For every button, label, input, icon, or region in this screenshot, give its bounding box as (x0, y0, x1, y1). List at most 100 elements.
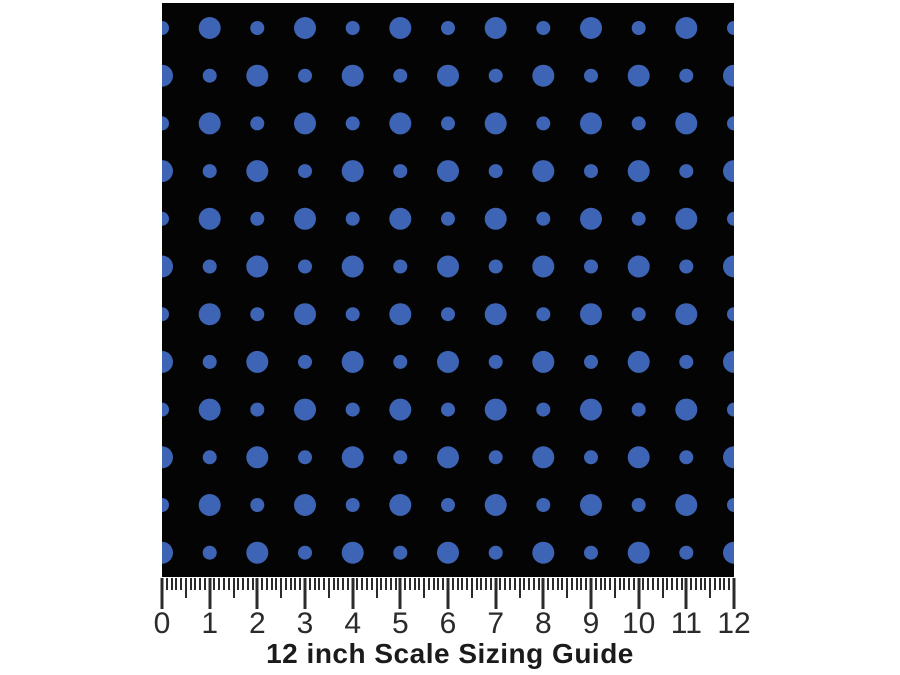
polka-dot (341, 446, 364, 469)
polka-dot (627, 350, 650, 373)
polka-dot (162, 307, 169, 322)
ruler-numbers: 0 1 2 3 4 5 6 7 8 9 10 11 12 (154, 607, 751, 640)
ruler-tick (713, 578, 716, 590)
polka-dot (679, 545, 694, 560)
ruler-tick (513, 578, 516, 590)
ruler-tick (394, 578, 397, 590)
ruler-tick (723, 578, 726, 590)
ruler-tick (289, 578, 292, 590)
ruler-tick (170, 578, 173, 590)
polka-dot (162, 21, 169, 35)
polka-dot (488, 68, 503, 83)
ruler-tick (446, 578, 450, 609)
polka-dot (298, 545, 312, 560)
polka-dot (393, 259, 408, 274)
ruler-tick (327, 578, 330, 598)
polka-dot (341, 64, 364, 87)
ruler-tick (251, 578, 254, 590)
polka-dot (727, 116, 734, 131)
polka-dot (532, 541, 555, 564)
polka-dot (341, 160, 364, 183)
ruler-number: 12 (717, 607, 751, 640)
polka-dot (727, 211, 734, 226)
polka-dot (393, 354, 408, 369)
ruler-tick (651, 578, 654, 590)
ruler-tick (480, 578, 483, 590)
ruler-number: 6 (439, 607, 457, 640)
ruler-tick (404, 578, 407, 590)
polka-dot (393, 68, 408, 83)
ruler-tick (575, 578, 578, 590)
ruler-tick (222, 578, 225, 590)
ruler-tick (656, 578, 659, 590)
polka-dot (162, 350, 173, 373)
polka-dot (484, 112, 507, 135)
ruler-tick (308, 578, 311, 590)
polka-dot (441, 21, 455, 35)
polka-dot (484, 398, 507, 421)
polka-dot (488, 354, 503, 369)
polka-dot (250, 116, 265, 131)
polka-dot (580, 207, 602, 230)
ruler-tick (213, 578, 216, 590)
polka-dot (162, 255, 173, 278)
polka-dot (198, 303, 221, 326)
polka-dot (294, 494, 316, 516)
ruler-tick (451, 578, 454, 590)
polka-dot (162, 211, 169, 226)
polka-dot (675, 207, 698, 230)
polka-dot (580, 17, 602, 39)
ruler-tick (485, 578, 488, 590)
ruler-tick (570, 578, 573, 590)
ruler-tick (566, 578, 569, 598)
polka-dot (246, 350, 269, 373)
polka-dot (345, 116, 360, 131)
ruler-tick (303, 578, 307, 609)
ruler-tick (337, 578, 340, 590)
ruler-tick (628, 578, 631, 590)
ruler-tick (580, 578, 583, 590)
polka-dot (389, 494, 412, 516)
ruler-tick (365, 578, 368, 590)
polka-dot (341, 541, 364, 564)
polka-dot (723, 541, 734, 564)
sizing-guide-title: 12 inch Scale Sizing Guide (266, 638, 634, 669)
ruler-tick (255, 578, 259, 609)
ruler-tick (675, 578, 678, 590)
polka-dot (250, 498, 265, 512)
polka-dot (198, 398, 221, 421)
ruler-tick (684, 578, 688, 609)
polka-dot (198, 494, 221, 516)
polka-dot (389, 112, 412, 135)
polka-dot (675, 494, 698, 516)
polka-dot (441, 402, 455, 417)
ruler-tick (361, 578, 364, 590)
polka-dot (441, 307, 455, 322)
polka-dot (298, 450, 312, 465)
ruler-tick (346, 578, 349, 590)
ruler-tick (541, 578, 545, 609)
ruler-tick (637, 578, 641, 609)
ruler-tick (227, 578, 230, 590)
polka-dot (389, 17, 412, 39)
polka-dot (437, 541, 459, 564)
polka-dot (723, 64, 734, 87)
ruler-tick (718, 578, 721, 590)
polka-dot (294, 17, 316, 39)
polka-dot (679, 259, 694, 274)
polka-dot (389, 207, 412, 230)
polka-dot (631, 498, 646, 512)
ruler-number: 2 (248, 607, 266, 640)
ruler-tick (189, 578, 192, 590)
ruler-tick (599, 578, 602, 590)
ruler-tick (356, 578, 359, 590)
polka-dot (727, 21, 734, 35)
polka-dot (198, 17, 221, 39)
ruler-tick (423, 578, 426, 598)
ruler-tick (589, 578, 593, 609)
ruler-tick (246, 578, 249, 590)
ruler-tick (585, 578, 588, 590)
ruler-tick (375, 578, 378, 598)
ruler-tick (494, 578, 498, 609)
